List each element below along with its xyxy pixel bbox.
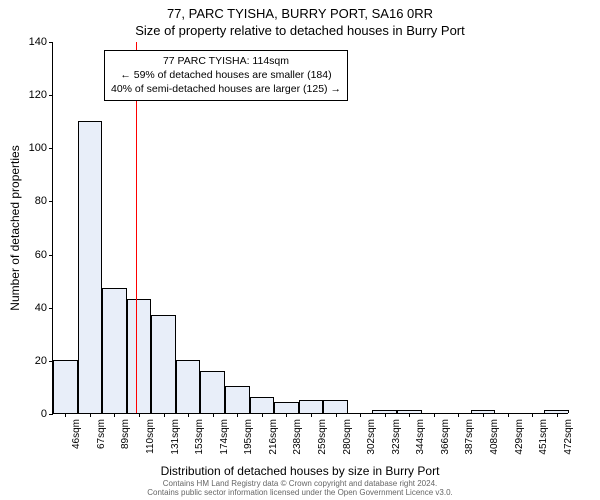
histogram-bar	[274, 402, 299, 413]
footer-attribution: Contains HM Land Registry data © Crown c…	[0, 479, 600, 498]
y-tick-label: 100	[29, 142, 53, 154]
histogram-bar	[78, 121, 103, 413]
x-tick-mark	[286, 413, 287, 417]
x-tick-label: 302sqm	[364, 419, 377, 455]
y-tick-label: 40	[35, 302, 53, 314]
x-tick-label: 46sqm	[69, 419, 82, 449]
footer-line1: Contains HM Land Registry data © Crown c…	[0, 479, 600, 489]
histogram-bar	[102, 288, 127, 413]
x-tick-mark	[508, 413, 509, 417]
y-tick-label: 120	[29, 89, 53, 101]
histogram-bar	[151, 315, 176, 413]
x-tick-mark	[65, 413, 66, 417]
histogram-bar	[53, 360, 78, 413]
x-tick-mark	[385, 413, 386, 417]
annotation-line2: ← 59% of detached houses are smaller (18…	[111, 68, 341, 82]
plot-area: 02040608010012014046sqm67sqm89sqm110sqm1…	[52, 42, 568, 414]
histogram-bar	[299, 400, 324, 413]
x-tick-mark	[458, 413, 459, 417]
x-tick-label: 110sqm	[143, 419, 156, 454]
footer-line2: Contains public sector information licen…	[0, 488, 600, 498]
x-tick-label: 280sqm	[340, 419, 353, 455]
chart-title-address: 77, PARC TYISHA, BURRY PORT, SA16 0RR	[0, 0, 600, 21]
x-tick-label: 472sqm	[561, 419, 574, 455]
x-tick-label: 344sqm	[413, 419, 426, 455]
x-tick-label: 216sqm	[266, 419, 279, 455]
y-axis-label: Number of detached properties	[8, 145, 22, 310]
x-tick-label: 89sqm	[118, 419, 131, 449]
x-tick-mark	[213, 413, 214, 417]
x-tick-mark	[409, 413, 410, 417]
x-tick-label: 195sqm	[241, 419, 254, 455]
histogram-bar	[323, 400, 348, 413]
annotation-box: 77 PARC TYISHA: 114sqm← 59% of detached …	[104, 50, 348, 101]
x-tick-mark	[532, 413, 533, 417]
x-tick-label: 153sqm	[192, 419, 205, 455]
x-tick-label: 451sqm	[536, 419, 549, 455]
x-tick-mark	[237, 413, 238, 417]
x-tick-label: 429sqm	[512, 419, 525, 455]
x-tick-mark	[90, 413, 91, 417]
y-tick-label: 60	[35, 249, 53, 261]
x-tick-mark	[434, 413, 435, 417]
x-tick-mark	[188, 413, 189, 417]
x-tick-mark	[557, 413, 558, 417]
x-tick-label: 67sqm	[94, 419, 107, 449]
histogram-bar	[225, 386, 250, 413]
x-tick-label: 323sqm	[389, 419, 402, 455]
y-tick-label: 80	[35, 195, 53, 207]
histogram-bar	[200, 371, 225, 414]
annotation-line1: 77 PARC TYISHA: 114sqm	[111, 54, 341, 68]
x-tick-mark	[311, 413, 312, 417]
x-tick-mark	[114, 413, 115, 417]
annotation-line3: 40% of semi-detached houses are larger (…	[111, 82, 341, 96]
x-tick-mark	[483, 413, 484, 417]
histogram-bar	[250, 397, 275, 413]
x-tick-label: 174sqm	[217, 419, 230, 455]
x-tick-label: 238sqm	[290, 419, 303, 455]
x-tick-label: 131sqm	[168, 419, 181, 455]
x-axis-label: Distribution of detached houses by size …	[0, 464, 600, 478]
x-tick-mark	[139, 413, 140, 417]
x-tick-label: 259sqm	[315, 419, 328, 455]
y-tick-label: 0	[41, 408, 53, 420]
x-tick-label: 366sqm	[438, 419, 451, 455]
x-tick-mark	[262, 413, 263, 417]
x-tick-label: 408sqm	[487, 419, 500, 455]
y-tick-label: 140	[29, 36, 53, 48]
x-tick-mark	[360, 413, 361, 417]
plot-wrap: 02040608010012014046sqm67sqm89sqm110sqm1…	[52, 42, 568, 414]
histogram-bar	[176, 360, 201, 413]
chart-title-desc: Size of property relative to detached ho…	[0, 21, 600, 38]
histogram-bar	[127, 299, 152, 413]
x-tick-mark	[164, 413, 165, 417]
y-tick-label: 20	[35, 355, 53, 367]
x-tick-label: 387sqm	[462, 419, 475, 455]
x-tick-mark	[336, 413, 337, 417]
